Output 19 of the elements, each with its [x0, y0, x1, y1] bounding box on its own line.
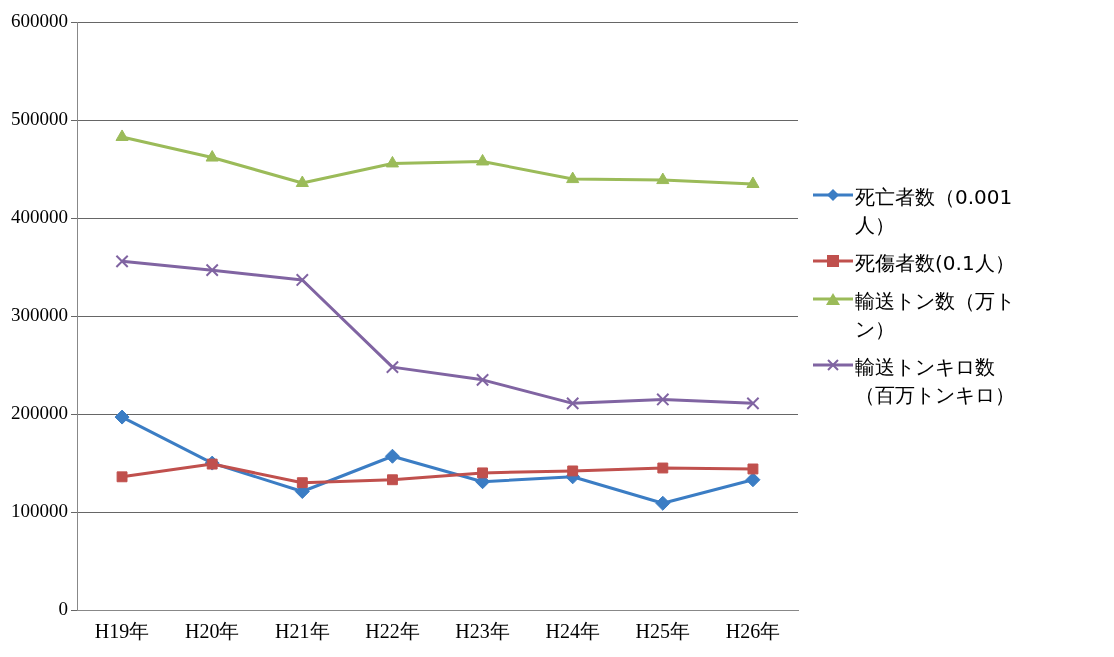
- legend-label: 輸送トンキロ数（百万トンキロ）: [855, 354, 1015, 409]
- x-tick-label: H24年: [545, 620, 600, 643]
- legend-label: 死亡者数（0.001人）: [855, 184, 1014, 239]
- x-tick-label: H19年: [94, 620, 150, 643]
- y-tick-label: 300000: [11, 304, 68, 326]
- y-tick-label: 600000: [11, 10, 68, 32]
- x-tick-label: H22年: [365, 620, 420, 643]
- legend-label: 輸送トン数（万トン）: [855, 288, 1015, 343]
- y-tick-label: 0: [58, 597, 68, 619]
- y-tick-label: 500000: [11, 108, 68, 130]
- x-tick-label: H23年: [455, 620, 510, 643]
- x-tick-label: H20年: [184, 620, 240, 643]
- x-tick-label: H21年: [275, 620, 330, 643]
- y-tick-label: 200000: [11, 402, 68, 424]
- x-tick-label: H25年: [635, 620, 691, 643]
- y-tick-label: 400000: [11, 206, 68, 228]
- x-tick-label: H26年: [725, 620, 781, 643]
- y-tick-label: 100000: [11, 500, 68, 522]
- legend-label: 死傷者数(0.1人）: [855, 250, 1015, 277]
